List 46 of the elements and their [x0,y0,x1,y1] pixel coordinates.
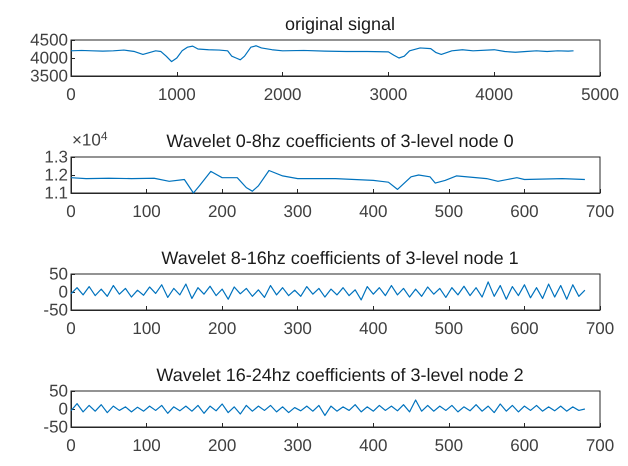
x-tick-label: 1000 [158,85,196,104]
y-tick-label: 1.2 [44,166,68,184]
x-tick-label: 500 [434,436,464,455]
x-tick-label: 200 [208,202,236,221]
y-tick-label: 0 [58,282,68,302]
x-tick-label: 3000 [369,85,408,104]
x-tick-label: 400 [359,436,388,455]
y-tick-label: 4000 [30,48,68,68]
y-tick-label: 4500 [30,30,68,50]
line-series [70,399,586,416]
x-tick-label: 400 [359,319,388,338]
x-tick-label: 100 [132,202,161,221]
y-tick-label: 1.1 [44,184,68,202]
x-tick-label: 300 [284,319,312,338]
x-tick-label: 600 [510,202,539,221]
x-tick-label: 600 [510,319,539,338]
y-tick-label: 3500 [30,66,68,86]
x-tick-label: 500 [434,319,464,338]
x-tick-label: 100 [132,436,161,455]
y-tick-label: 0 [58,400,68,418]
x-tick-label: 300 [284,436,312,455]
x-tick-label: 300 [284,202,312,221]
chart-title: Wavelet 8-16hz coefficients of 3-level node 1 [161,248,519,268]
x-tick-label: 500 [434,202,464,221]
y-tick-label: 50 [49,264,68,284]
x-tick-label: 400 [359,202,388,221]
x-tick-label: 2000 [264,85,302,104]
y-tick-label: -50 [43,300,68,320]
y-tick-label: 1.3 [44,148,68,166]
x-tick-label: 600 [510,436,539,455]
x-tick-label: 700 [586,202,614,221]
line-series [70,170,586,194]
chart-title: Wavelet 0-8hz coefficients of 3-level node 0 [166,131,514,151]
x-tick-label: 700 [586,436,614,455]
x-tick-label: 700 [586,319,614,338]
x-tick-label: 4000 [475,85,514,104]
chart-title: Wavelet 16-24hz coefficients of 3-level node 2 [156,365,524,385]
x-tick-label: 200 [208,436,236,455]
chart-title: original signal [284,14,396,34]
line-series [70,281,586,301]
y-tick-label: 50 [49,382,68,400]
x-tick-label: 100 [132,319,161,338]
y-tick-label: -50 [43,418,68,436]
x-tick-label: 5000 [581,85,619,104]
line-series [70,45,574,62]
x-tick-label: 200 [208,319,236,338]
